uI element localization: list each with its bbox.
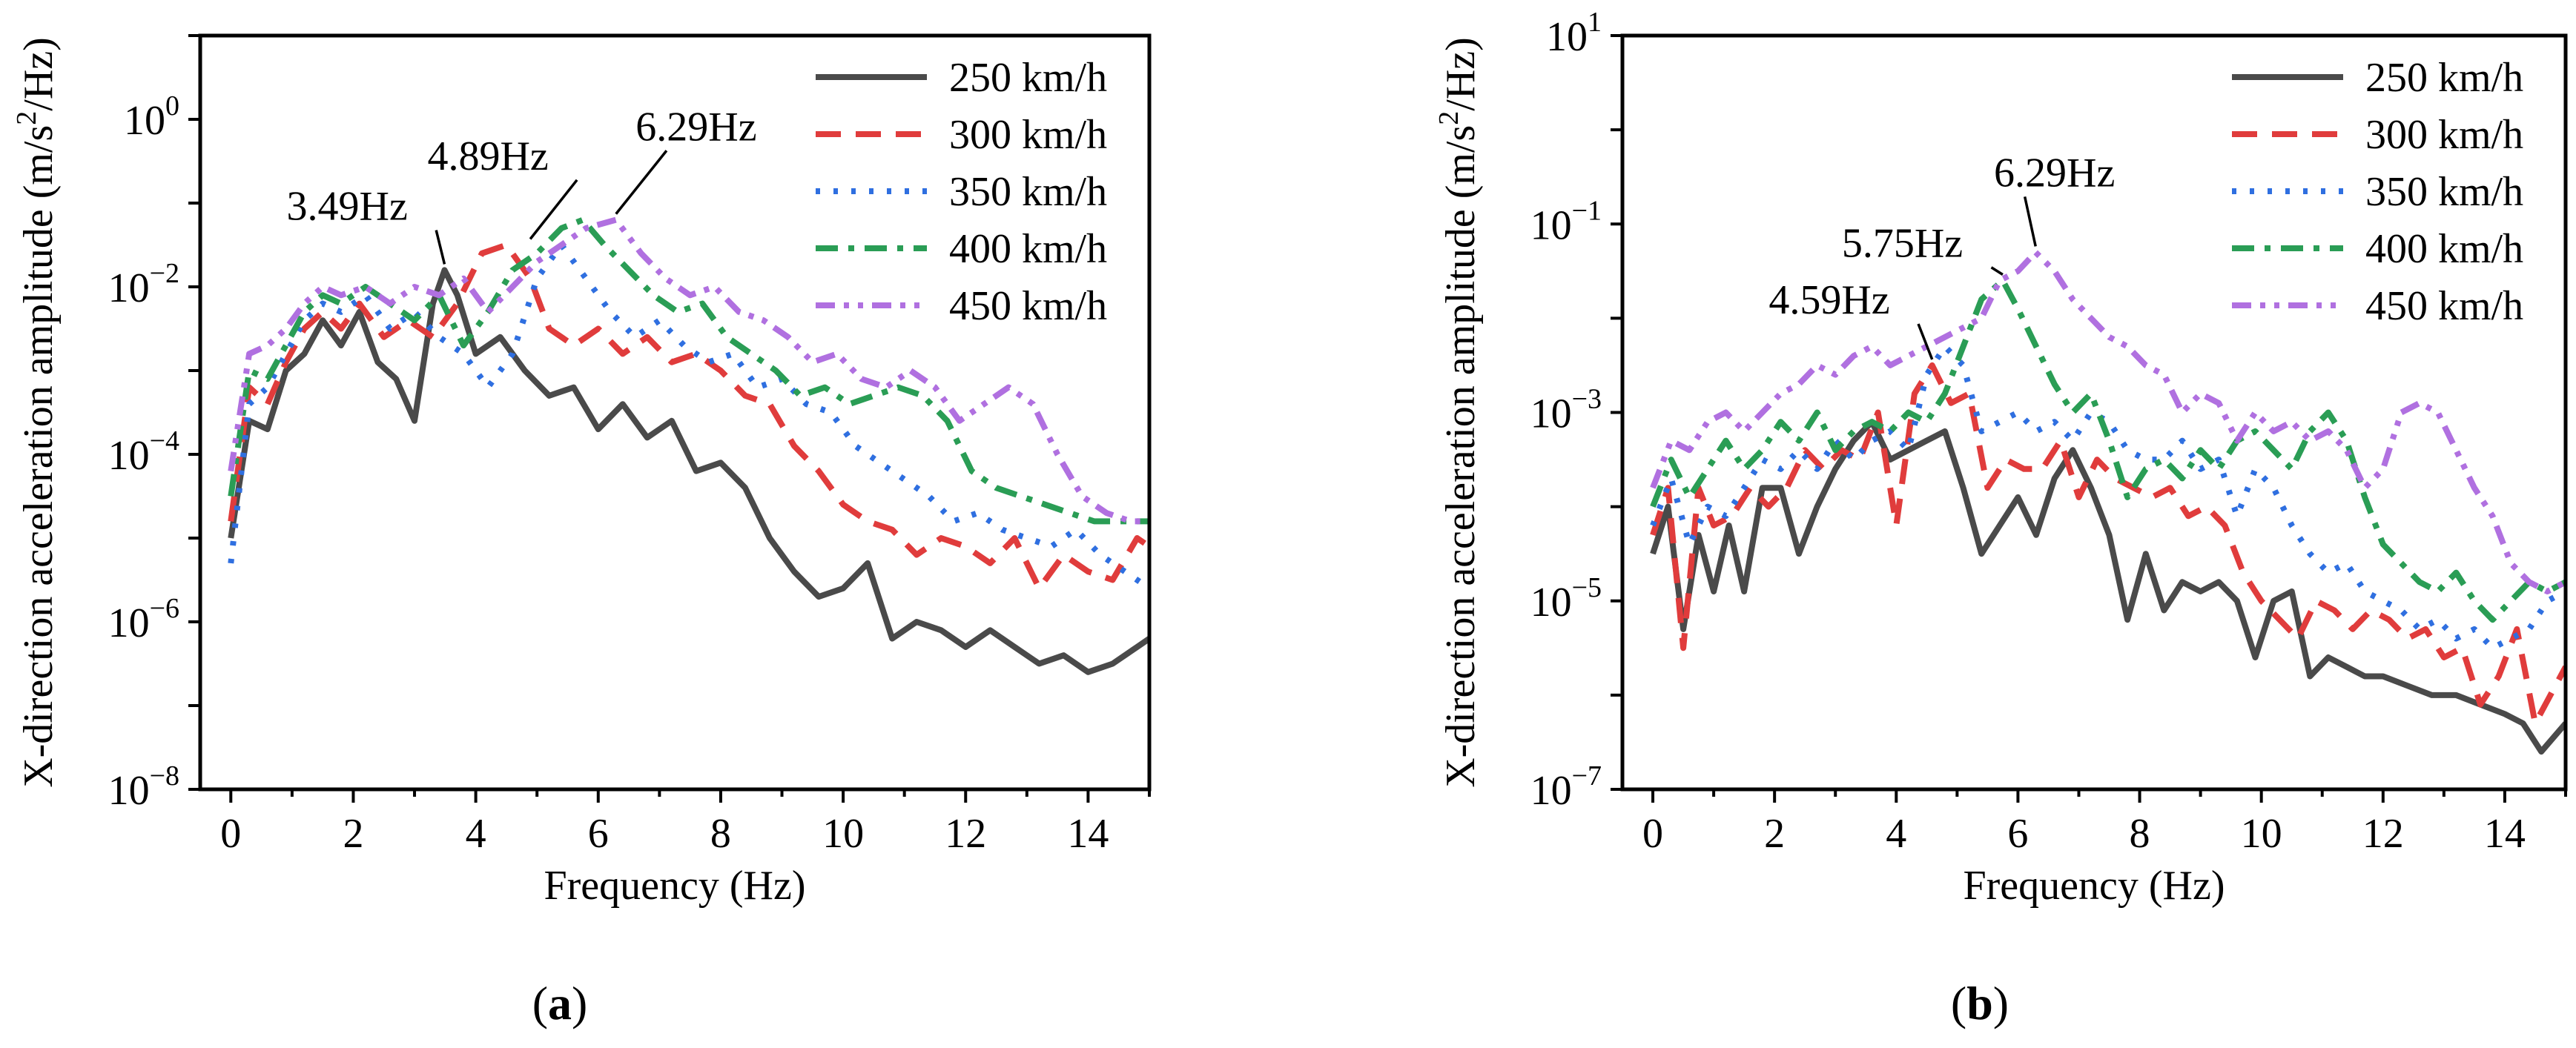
annotation-label: 4.59Hz [1768,277,1889,323]
x-axis-label: Frequency (Hz) [544,863,806,909]
annotation-leader [1990,266,2004,276]
x-tick-label: 0 [1642,811,1663,857]
x-tick-label: 12 [945,811,986,857]
annotation-label: 3.49Hz [287,184,408,230]
legend-label: 300 km/h [949,112,1107,158]
legend-label: 450 km/h [2365,283,2523,329]
y-tick-label: 10−2 [108,258,179,311]
legend-label: 400 km/h [2365,226,2523,272]
y-tick-label: 10−1 [1530,195,1602,248]
x-tick-label: 6 [2007,811,2028,857]
legend-label: 400 km/h [949,226,1107,272]
legend-label: 450 km/h [949,283,1107,329]
y-tick-label: 10−8 [108,760,179,814]
series-line-300-km-h [1650,362,2566,726]
legend: 250 km/h 300 km/h 350 km/h 400 km/h 450 km/h [816,55,1107,329]
legend-label: 350 km/h [949,169,1107,215]
y-tick-label: 100 [124,90,179,144]
annotation-leader [529,179,578,240]
x-tick-label: 8 [2130,811,2150,857]
annotation-label: 4.89Hz [427,133,548,179]
y-tick-label: 10−6 [108,593,179,646]
series-line-250-km-h [228,267,1149,675]
plot-frame [198,33,1152,792]
x-tick-label: 14 [2484,811,2526,857]
legend-label: 250 km/h [2365,55,2523,101]
chart-panel-a: 0 2 4 6 8 10 12 14 10−8 10−6 10−4 10−2 100 Frequency … [11,33,1152,1029]
series-line-450-km-h [228,216,1149,525]
y-tick-label: 10−5 [1530,572,1602,626]
series-line-400-km-h [228,216,1149,525]
x-tick-label: 6 [588,811,609,857]
legend-label: 350 km/h [2365,169,2523,215]
annotation-leader [1917,323,1934,360]
annotation-label: 6.29Hz [1994,150,2115,196]
y-axis-label: X-direction acceleration amplitude (m/s2… [11,37,62,788]
panel-caption: (b) [1951,977,2009,1029]
x-tick-label: 10 [2241,811,2282,857]
x-tick-label: 4 [466,811,486,857]
series-line-250-km-h [1650,419,2566,755]
x-axis-label: Frequency (Hz) [1964,863,2225,909]
x-tick-label: 10 [822,811,864,857]
legend: 250 km/h 300 km/h 350 km/h 400 km/h 450 km/h [2232,55,2523,329]
x-tick-label: 14 [1067,811,1109,857]
x-tick-label: 8 [710,811,731,857]
chart-panel-b: 0 2 4 6 8 10 12 14 10−7 10−5 10−3 10−1 101 Frequency … [1433,7,2568,1029]
series-line-400-km-h [1650,277,2566,623]
annotation-label: 5.75Hz [1842,221,1963,267]
series-line-450-km-h [1650,249,2566,594]
y-tick-label: 10−3 [1530,384,1602,437]
y-tick-label: 10−4 [108,425,179,479]
legend-label: 250 km/h [949,55,1107,101]
x-tick-label: 4 [1886,811,1906,857]
y-tick-label: 101 [1546,7,1602,60]
annotation-leader [615,150,668,215]
x-tick-label: 12 [2362,811,2404,857]
annotation-label: 6.29Hz [635,104,756,150]
annotation-leader [435,230,446,265]
y-tick-label: 10−7 [1530,760,1602,814]
panel-caption: (a) [532,977,588,1029]
y-axis-label: X-direction acceleration amplitude (m/s2… [1433,37,1484,788]
legend-label: 300 km/h [2365,112,2523,158]
annotation-leader [2023,196,2037,247]
series-line-350-km-h [228,242,1149,591]
series-line-350-km-h [1650,343,2566,651]
x-tick-label: 2 [343,811,363,857]
series-line-300-km-h [228,242,1149,591]
x-tick-label: 2 [1764,811,1785,857]
x-tick-label: 0 [220,811,241,857]
